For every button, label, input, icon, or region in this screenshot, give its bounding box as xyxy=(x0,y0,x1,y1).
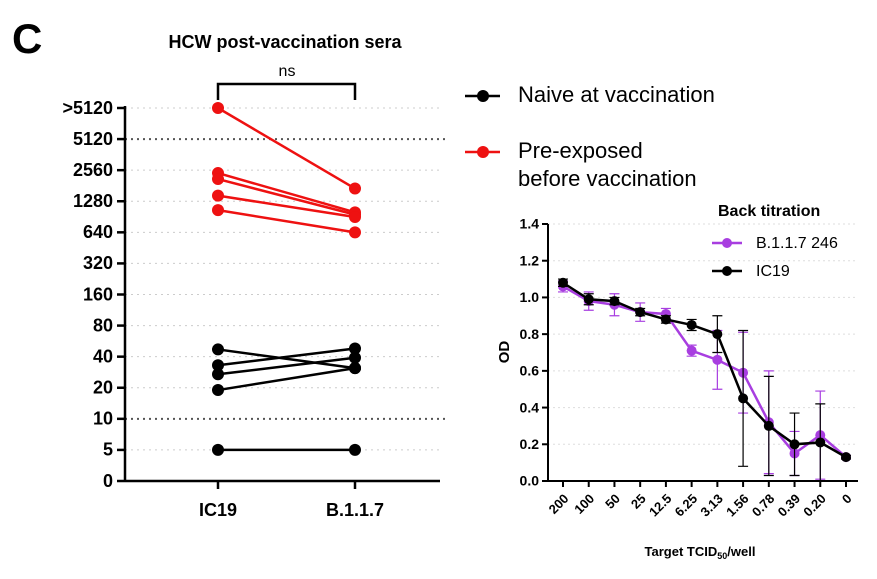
point xyxy=(349,211,361,224)
legend-label: Pre-exposed before vaccination xyxy=(518,138,697,191)
series-line xyxy=(562,281,847,459)
pair-line xyxy=(217,194,356,219)
point xyxy=(558,277,568,288)
panel-label: C xyxy=(12,15,42,62)
y-tick-label: 0.2 xyxy=(520,436,540,452)
point xyxy=(738,393,749,404)
y-tick-label: >5120 xyxy=(62,98,113,118)
series-line xyxy=(562,285,847,459)
pair-line xyxy=(217,356,356,376)
point xyxy=(763,420,774,431)
point xyxy=(583,294,594,305)
x-axis-label: Target TCID50/well xyxy=(645,544,756,561)
x-axis-label-part: /well xyxy=(727,544,755,559)
legend-label: IC19 xyxy=(756,263,790,280)
x-axis-label-part: Target TCID xyxy=(645,544,718,559)
legend-label-line: Pre-exposed xyxy=(518,138,643,163)
pair-line xyxy=(217,347,356,367)
y-tick-label: 0.4 xyxy=(520,399,540,415)
pair-line xyxy=(217,366,356,392)
pair-line xyxy=(217,348,356,370)
point xyxy=(212,443,224,456)
point xyxy=(349,443,361,456)
y-tick-label: 0.8 xyxy=(520,326,540,342)
chart-title: HCW post-vaccination sera xyxy=(168,32,402,52)
point xyxy=(635,307,646,318)
y-tick-label: 1.4 xyxy=(520,216,540,232)
y-tick-label: 5120 xyxy=(73,129,113,149)
point xyxy=(841,452,851,463)
point xyxy=(212,368,224,381)
point xyxy=(349,342,361,355)
point xyxy=(609,296,620,307)
x-tick-label: 0 xyxy=(839,491,855,507)
significance-bracket xyxy=(216,82,357,100)
x-tick-label: 0.39 xyxy=(775,491,804,520)
legend-label-line: Naive at vaccination xyxy=(518,82,715,107)
y-axis-label: OD xyxy=(496,341,513,364)
y-tick-label: 20 xyxy=(93,378,113,398)
legend-label: Naive at vaccination xyxy=(518,82,715,107)
y-tick-label: 320 xyxy=(83,253,113,273)
point xyxy=(686,345,697,356)
point xyxy=(212,173,224,186)
y-tick-label: 0.6 xyxy=(520,363,540,379)
legend-marker xyxy=(722,238,732,248)
point xyxy=(660,314,671,325)
point xyxy=(349,351,361,364)
point xyxy=(212,343,224,356)
point xyxy=(712,329,723,340)
x-tick-label: 50 xyxy=(602,491,623,512)
point xyxy=(212,204,224,217)
point xyxy=(349,226,361,239)
legend-marker xyxy=(477,90,489,102)
y-tick-label: 0.0 xyxy=(520,473,540,489)
x-tick-label: 1.56 xyxy=(723,491,752,520)
x-tick-label: 200 xyxy=(546,491,572,517)
point xyxy=(212,384,224,397)
x-tick-label: 100 xyxy=(571,491,597,517)
x-tick-label: 0.20 xyxy=(800,491,829,520)
point xyxy=(212,102,224,114)
x-tick-label: 12.5 xyxy=(646,491,675,520)
point xyxy=(789,439,800,450)
y-tick-label: 1280 xyxy=(73,191,113,211)
y-tick-label: 80 xyxy=(93,315,113,335)
point xyxy=(815,437,826,448)
point xyxy=(712,354,723,365)
annotation: ns xyxy=(279,63,296,80)
legend-marker xyxy=(722,266,732,276)
y-tick-label: 1.2 xyxy=(520,252,540,268)
x-axis-label-sub: 50 xyxy=(717,551,727,561)
point xyxy=(686,319,697,330)
y-tick-label: 10 xyxy=(93,409,113,429)
y-tick-label: 5 xyxy=(103,440,113,460)
x-tick-label: B.1.1.7 xyxy=(326,500,384,520)
point xyxy=(212,189,224,202)
pair-line xyxy=(217,106,356,190)
pair-line xyxy=(217,208,356,234)
legend-marker xyxy=(477,146,489,158)
point xyxy=(212,359,224,372)
legend-title: Back titration xyxy=(718,203,820,220)
legend-label-line: before vaccination xyxy=(518,166,697,191)
x-tick-label: 0.78 xyxy=(749,491,778,520)
point xyxy=(349,362,361,375)
x-tick-label: 6.25 xyxy=(672,491,701,520)
y-tick-label: 2560 xyxy=(73,160,113,180)
y-tick-label: 0 xyxy=(103,471,113,491)
x-tick-label: IC19 xyxy=(199,500,237,520)
y-tick-label: 1.0 xyxy=(520,289,540,305)
legend-label: B.1.1.7 246 xyxy=(756,235,838,252)
y-tick-label: 640 xyxy=(83,222,113,242)
pair-line xyxy=(217,177,356,216)
x-tick-label: 3.13 xyxy=(697,491,726,520)
y-tick-label: 160 xyxy=(83,284,113,304)
point xyxy=(349,182,361,195)
pair-line xyxy=(217,171,356,214)
y-tick-label: 40 xyxy=(93,346,113,366)
